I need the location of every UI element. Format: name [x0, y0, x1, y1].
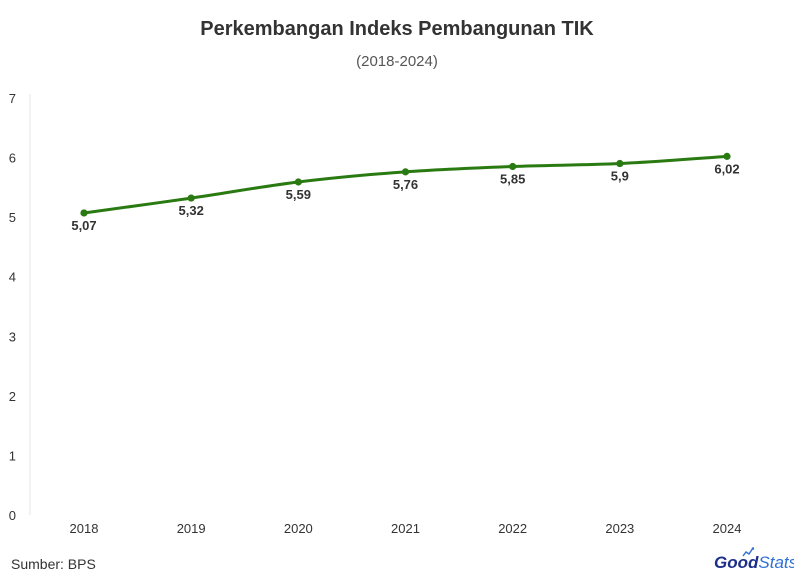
- source-note: Sumber: BPS: [11, 556, 96, 572]
- y-axis-ticks: 0 1 2 3 4 5 6 7: [9, 91, 16, 523]
- y-tick-label: 4: [9, 270, 16, 285]
- data-point: [723, 152, 731, 160]
- data-point: [294, 178, 302, 186]
- data-label: 5,85: [500, 172, 525, 187]
- data-point: [187, 194, 195, 202]
- data-label: 6,02: [714, 161, 739, 176]
- y-tick-label: 7: [9, 91, 16, 106]
- data-label: 5,76: [393, 177, 418, 192]
- logo-text-stats: Stats: [758, 553, 794, 572]
- logo-text-good: Good: [714, 553, 759, 572]
- y-tick-label: 5: [9, 210, 16, 225]
- y-tick-label: 6: [9, 151, 16, 166]
- goodstats-logo: GoodStats: [714, 547, 794, 573]
- y-tick-label: 3: [9, 329, 16, 344]
- data-point: [616, 159, 624, 168]
- logo-spark-icon: [742, 547, 754, 557]
- x-tick-label: 2019: [177, 521, 206, 536]
- y-tick-label: 0: [9, 508, 16, 523]
- data-label: 5,32: [179, 203, 204, 218]
- x-tick-label: 2021: [391, 521, 420, 536]
- data-point: [401, 168, 410, 176]
- data-label: 5,07: [71, 218, 96, 233]
- x-tick-label: 2018: [70, 521, 99, 536]
- data-point: [80, 209, 88, 217]
- x-tick-label: 2024: [713, 521, 742, 536]
- x-tick-label: 2020: [284, 521, 313, 536]
- y-tick-label: 1: [9, 448, 16, 463]
- x-tick-label: 2022: [498, 521, 527, 536]
- chart-subtitle: (2018-2024): [356, 53, 438, 70]
- data-label: 5,59: [286, 187, 311, 202]
- y-tick-label: 2: [9, 389, 16, 404]
- x-tick-label: 2023: [605, 521, 634, 536]
- data-points: [80, 152, 731, 217]
- chart-title: Perkembangan Indeks Pembangunan TIK: [200, 18, 594, 40]
- x-axis-ticks: 2018 2019 2020 2021 2022 2023 2024: [70, 521, 742, 536]
- data-labels: 5,07 5,32 5,59 5,76 5,85 5,9 6,02: [71, 161, 739, 233]
- data-point: [509, 162, 517, 171]
- data-label: 5,9: [611, 169, 629, 184]
